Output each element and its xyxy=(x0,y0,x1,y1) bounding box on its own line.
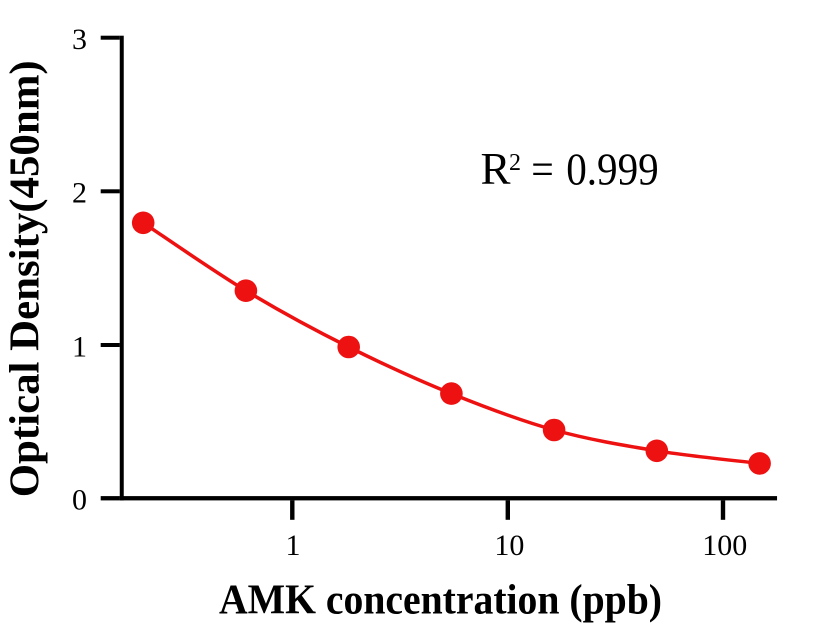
svg-text:R: R xyxy=(481,144,511,194)
svg-text:2: 2 xyxy=(72,177,87,210)
svg-text:Optical Density(450nm): Optical Density(450nm) xyxy=(3,60,49,497)
svg-text:0.999: 0.999 xyxy=(566,145,659,195)
svg-text:AMK concentration (ppb): AMK concentration (ppb) xyxy=(219,578,662,624)
svg-text:3: 3 xyxy=(72,23,87,56)
svg-text:1: 1 xyxy=(72,330,87,363)
svg-text:10: 10 xyxy=(494,529,524,562)
svg-text:100: 100 xyxy=(702,529,747,562)
svg-text:2: 2 xyxy=(509,150,521,176)
svg-text:1: 1 xyxy=(286,529,301,562)
svg-text:0: 0 xyxy=(72,484,87,517)
svg-text:=: = xyxy=(531,145,554,195)
